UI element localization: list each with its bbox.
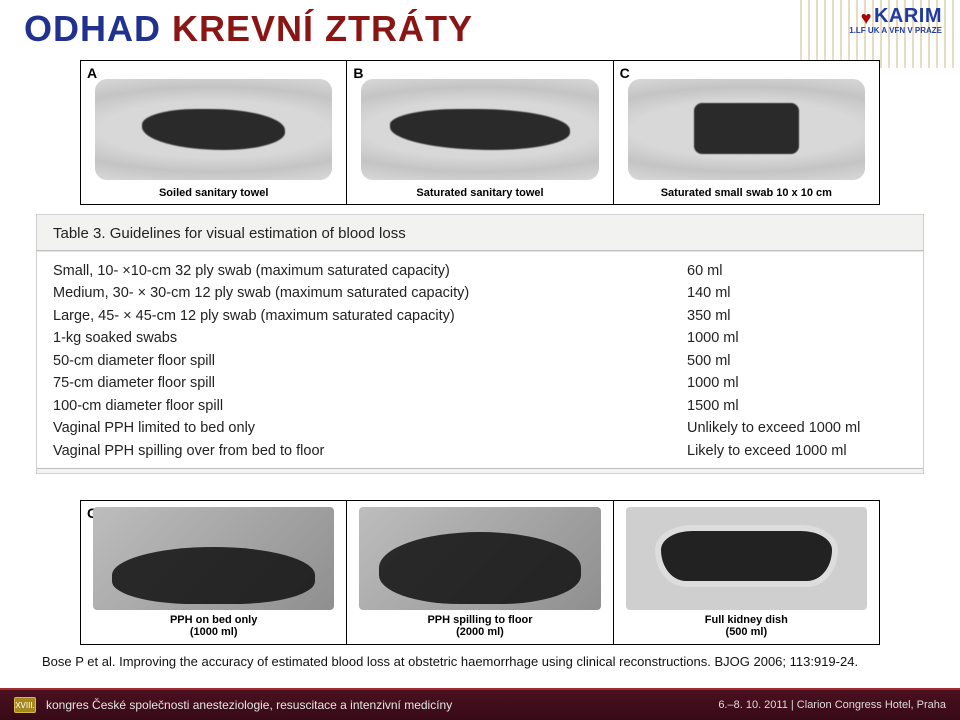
- table-body: Small, 10- ×10-cm 32 ply swab (maximum s…: [37, 251, 923, 469]
- panel-image: [361, 79, 598, 180]
- panel-h: PPH spilling to floor(2000 ml): [347, 501, 613, 644]
- panel-letter: A: [87, 65, 97, 81]
- panel-letter: B: [353, 65, 363, 81]
- panel-image: [93, 507, 334, 610]
- brand-logo: ♥KARIM 1.LF UK A VFN V PRAZE: [849, 6, 942, 35]
- panel-c: C Saturated small swab 10 x 10 cm: [614, 61, 879, 204]
- bottom-figure-panels: G PPH on bed only(1000 ml) PPH spilling …: [80, 500, 880, 645]
- panel-a: A Soiled sanitary towel: [81, 61, 347, 204]
- panel-caption: PPH spilling to floor(2000 ml): [347, 612, 612, 644]
- guidelines-table: Table 3. Guidelines for visual estimatio…: [36, 214, 924, 474]
- table-row: Medium, 30- × 30-cm 12 ply swab (maximum…: [53, 282, 907, 304]
- table-title: Table 3. Guidelines for visual estimatio…: [37, 225, 923, 251]
- panel-image: [359, 507, 600, 610]
- heart-icon: ♥: [861, 9, 872, 27]
- panel-i: Full kidney dish(500 ml): [614, 501, 879, 644]
- table-row: Vaginal PPH limited to bed onlyUnlikely …: [53, 417, 907, 439]
- logo-main: ♥KARIM: [849, 6, 942, 27]
- table-row: Small, 10- ×10-cm 32 ply swab (maximum s…: [53, 260, 907, 282]
- panel-g: G PPH on bed only(1000 ml): [81, 501, 347, 644]
- panel-image: [95, 79, 332, 180]
- table-row: 75-cm diameter floor spill1000 ml: [53, 372, 907, 394]
- table-row: 100-cm diameter floor spill1500 ml: [53, 395, 907, 417]
- logo-subtitle: 1.LF UK A VFN V PRAZE: [849, 27, 942, 35]
- slide-title: ODHAD KREVNÍ ZTRÁTY: [24, 8, 473, 50]
- panel-caption: Saturated sanitary towel: [347, 184, 612, 204]
- panel-b: B Saturated sanitary towel: [347, 61, 613, 204]
- table-row: 50-cm diameter floor spill500 ml: [53, 350, 907, 372]
- panel-caption: PPH on bed only(1000 ml): [81, 612, 346, 644]
- panel-caption: Full kidney dish(500 ml): [614, 612, 879, 644]
- congress-badge: XVIII.: [14, 697, 36, 713]
- citation: Bose P et al. Improving the accuracy of …: [42, 654, 858, 669]
- panel-image: [628, 79, 865, 180]
- title-word-1: ODHAD: [24, 8, 161, 49]
- table-row: Vaginal PPH spilling over from bed to fl…: [53, 440, 907, 462]
- top-figure-panels: A Soiled sanitary towel B Saturated sani…: [80, 60, 880, 205]
- title-word-2: KREVNÍ ZTRÁTY: [172, 8, 473, 49]
- footer-right-text: 6.–8. 10. 2011 | Clarion Congress Hotel,…: [718, 699, 946, 711]
- slide-footer: XVIII. kongres České společnosti anestez…: [0, 690, 960, 720]
- table-row: 1-kg soaked swabs1000 ml: [53, 327, 907, 349]
- panel-image: [626, 507, 867, 610]
- panel-letter: C: [620, 65, 630, 81]
- panel-caption: Saturated small swab 10 x 10 cm: [614, 184, 879, 204]
- panel-caption: Soiled sanitary towel: [81, 184, 346, 204]
- table-row: Large, 45- × 45-cm 12 ply swab (maximum …: [53, 305, 907, 327]
- footer-left-text: kongres České společnosti anesteziologie…: [46, 698, 718, 712]
